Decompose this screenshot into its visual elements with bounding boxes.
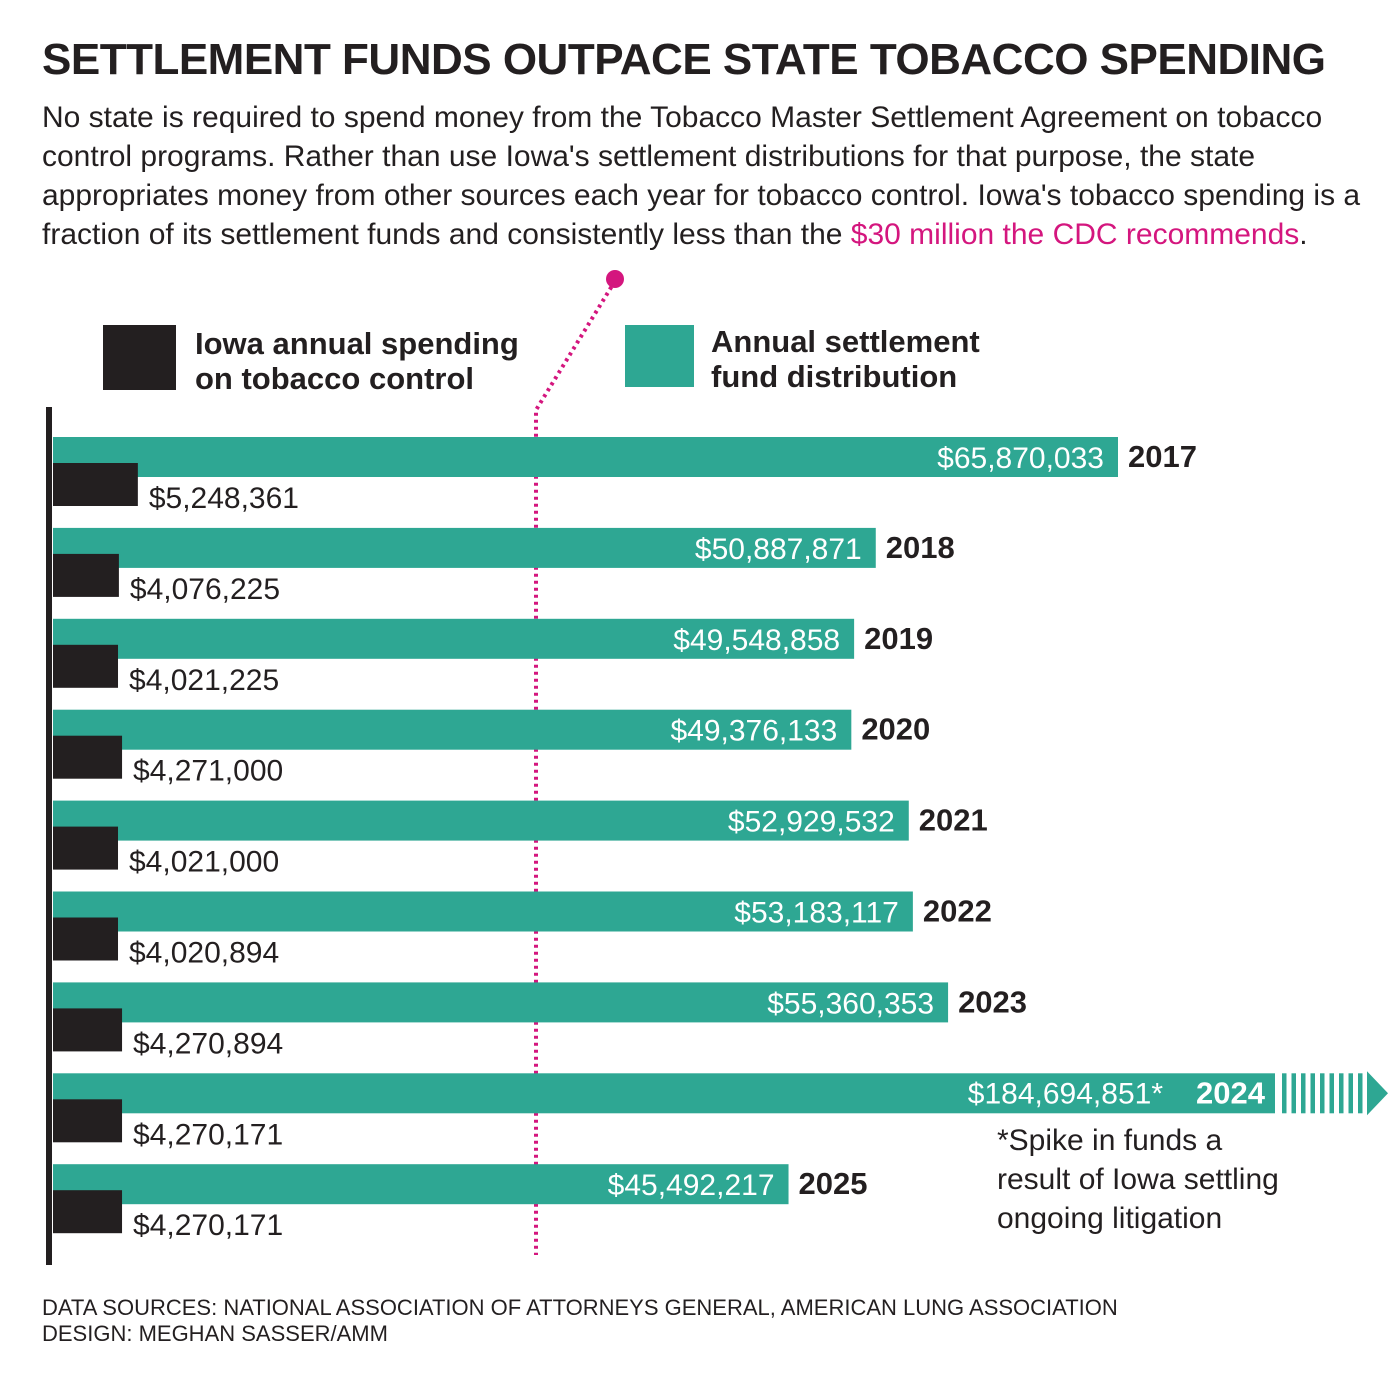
legend-label-settlement: Annual settlement fund distribution bbox=[711, 324, 980, 394]
settlement-bar bbox=[53, 709, 852, 750]
settlement-bar-continuation bbox=[1282, 1073, 1287, 1114]
year-label: 2020 bbox=[861, 712, 930, 747]
settlement-bar bbox=[53, 527, 876, 568]
settlement-value-label: $52,929,532 bbox=[728, 806, 895, 839]
settlement-value-label: $55,360,353 bbox=[767, 987, 934, 1020]
spending-bar bbox=[53, 463, 138, 506]
spending-value-label: $5,248,361 bbox=[149, 482, 299, 515]
settlement-bar-continuation bbox=[1339, 1073, 1344, 1114]
intro-paragraph: No state is required to spend money from… bbox=[42, 98, 1362, 254]
settlement-value-label: $49,548,858 bbox=[673, 624, 840, 657]
chart-title: SETTLEMENT FUNDS OUTPACE STATE TOBACCO S… bbox=[42, 35, 1326, 84]
settlement-bar bbox=[53, 437, 1118, 477]
spending-value-label: $4,021,225 bbox=[129, 664, 279, 697]
year-label: 2018 bbox=[886, 530, 955, 565]
legend-swatch-spending bbox=[103, 325, 176, 390]
intro-text: No state is required to spend money from… bbox=[42, 101, 1361, 251]
spending-bar bbox=[53, 553, 119, 597]
settlement-bar bbox=[53, 800, 909, 841]
spending-value-label: $4,076,225 bbox=[130, 573, 280, 606]
legend-label-spending: Iowa annual spending on tobacco control bbox=[195, 326, 519, 396]
year-label: 2024 bbox=[1196, 1075, 1266, 1110]
settlement-bar bbox=[53, 618, 855, 659]
settlement-bar bbox=[53, 1073, 1275, 1114]
settlement-bar-continuation bbox=[1291, 1073, 1296, 1114]
settlement-value-label: $45,492,217 bbox=[608, 1169, 775, 1202]
spike-annotation: *Spike in funds a result of Iowa settling… bbox=[997, 1124, 1279, 1235]
cdc-reference-line bbox=[534, 279, 617, 1255]
spending-bar bbox=[53, 735, 123, 779]
spending-bar bbox=[53, 644, 119, 688]
spending-value-label: $4,270,171 bbox=[133, 1209, 283, 1242]
settlement-bar bbox=[53, 982, 949, 1023]
intro-end: . bbox=[1299, 218, 1308, 251]
settlement-value-label: $65,870,033 bbox=[937, 442, 1104, 475]
year-label: 2022 bbox=[923, 894, 992, 929]
settlement-value-label: $53,183,117 bbox=[734, 897, 899, 930]
spending-bar bbox=[53, 917, 119, 961]
settlement-bar bbox=[53, 891, 913, 932]
settlement-value-label: $184,694,851* bbox=[968, 1077, 1164, 1110]
settlement-bar bbox=[53, 1164, 789, 1205]
spending-bar bbox=[53, 1099, 123, 1143]
spending-bar bbox=[53, 1190, 123, 1234]
settlement-value-label: $49,376,133 bbox=[670, 715, 837, 748]
settlement-bar-continuation bbox=[1348, 1073, 1353, 1114]
year-label: 2019 bbox=[864, 621, 933, 656]
settlement-bar-continuation bbox=[1358, 1073, 1363, 1114]
spending-value-label: $4,020,894 bbox=[129, 937, 279, 970]
footer-design: DESIGN: MEGHAN SASSER/AMM bbox=[42, 1321, 388, 1346]
year-label: 2017 bbox=[1128, 439, 1197, 474]
spending-value-label: $4,271,000 bbox=[133, 755, 283, 788]
spending-bar bbox=[53, 826, 119, 870]
cdc-recommendation-highlight: $30 million the CDC recommends bbox=[850, 218, 1300, 251]
settlement-bar-continuation bbox=[1320, 1073, 1325, 1114]
footer-sources: DATA SOURCES: NATIONAL ASSOCIATION OF AT… bbox=[42, 1295, 1118, 1320]
settlement-bar-continuation bbox=[1301, 1073, 1306, 1114]
settlement-value-label: $50,887,871 bbox=[695, 533, 862, 566]
year-label: 2023 bbox=[958, 984, 1027, 1019]
year-label: 2025 bbox=[799, 1166, 868, 1201]
settlement-bar-continuation bbox=[1329, 1073, 1334, 1114]
spending-bar bbox=[53, 1008, 123, 1052]
cdc-callout-dot bbox=[606, 270, 624, 288]
truncation-arrow bbox=[1367, 1071, 1388, 1116]
settlement-bar-continuation bbox=[1310, 1073, 1315, 1114]
legend-swatch-settlement bbox=[625, 325, 694, 387]
spending-value-label: $4,270,171 bbox=[133, 1118, 283, 1151]
spending-value-label: $4,021,000 bbox=[129, 846, 279, 879]
year-label: 2021 bbox=[919, 803, 988, 838]
spending-value-label: $4,270,894 bbox=[133, 1027, 283, 1060]
